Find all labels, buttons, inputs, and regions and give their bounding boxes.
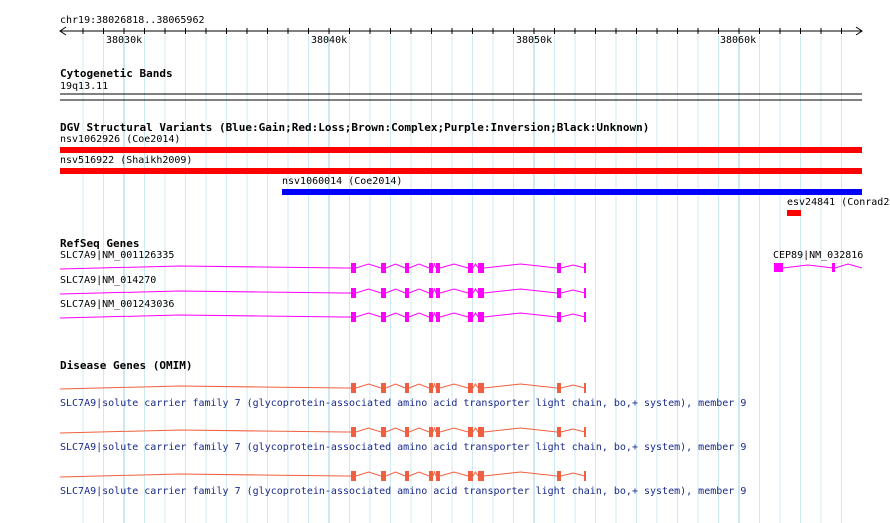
omim-label[interactable]: SLC7A9|solute carrier family 7 (glycopro…: [60, 442, 747, 453]
gene-model-nm-001126335[interactable]: [59, 262, 586, 273]
exon: [351, 471, 356, 481]
ruler-tick-label: 38060k: [720, 35, 757, 46]
exon: [478, 312, 484, 322]
dgv-track: [60, 147, 862, 216]
exon: [436, 288, 440, 298]
cytoband-track-title: Cytogenetic Bands: [60, 67, 173, 80]
exon: [436, 427, 440, 437]
cytoband-track: [60, 93, 862, 101]
ruler-tick-label: 38040k: [311, 35, 348, 46]
exon: [478, 427, 484, 437]
omim-label[interactable]: SLC7A9|solute carrier family 7 (glycopro…: [60, 486, 747, 497]
variant-bar-nsv1060014[interactable]: [282, 189, 862, 195]
exon: [436, 383, 440, 393]
exon: [557, 383, 561, 393]
exon: [478, 471, 484, 481]
exon: [405, 471, 409, 481]
exon: [429, 288, 433, 298]
exon: [557, 288, 561, 298]
exon: [429, 471, 433, 481]
exon: [429, 383, 433, 393]
cytoband-label[interactable]: 19q13.11: [60, 81, 109, 92]
exon: [557, 263, 561, 273]
exon: [381, 383, 386, 393]
variant-label[interactable]: nsv1062926 (Coe2014): [60, 134, 181, 145]
exon: [405, 263, 409, 273]
exon: [468, 312, 473, 322]
exon: [429, 427, 433, 437]
ruler-tick-label: 38050k: [516, 35, 553, 46]
exon: [468, 471, 473, 481]
exon: [351, 427, 356, 437]
refseq-track: [59, 262, 863, 322]
exon: [381, 312, 386, 322]
exon: [351, 288, 356, 298]
exon: [468, 383, 473, 393]
omim-model[interactable]: [59, 382, 586, 393]
exon: [351, 383, 356, 393]
exon: [351, 263, 356, 273]
exon: [381, 288, 386, 298]
gene-model-nm-032816[interactable]: [774, 263, 863, 272]
refseq-track-title: RefSeq Genes: [60, 237, 140, 250]
variant-bar-esv24841[interactable]: [787, 210, 801, 216]
exon: [381, 427, 386, 437]
gene-label[interactable]: CEP89|NM_032816: [773, 250, 864, 261]
variant-label[interactable]: nsv516922 (Shaikh2009): [60, 155, 193, 166]
exon: [351, 312, 356, 322]
gene-label[interactable]: SLC7A9|NM_014270: [60, 275, 157, 286]
exon: [478, 263, 484, 273]
ruler-tick-label: 38030k: [106, 35, 143, 46]
exon: [381, 471, 386, 481]
ruler: [59, 26, 863, 36]
exon: [381, 263, 386, 273]
exon: [405, 288, 409, 298]
exon: [478, 288, 484, 298]
exon: [557, 312, 561, 322]
exon: [557, 471, 561, 481]
exon: [557, 427, 561, 437]
exon: [405, 383, 409, 393]
variant-bar-nsv1062926[interactable]: [60, 147, 862, 153]
exon: [405, 312, 409, 322]
omim-label[interactable]: SLC7A9|solute carrier family 7 (glycopro…: [60, 398, 747, 409]
exon: [429, 312, 433, 322]
region-label: chr19:38026818..38065962: [60, 15, 205, 26]
gene-model-nm-001243036[interactable]: [59, 311, 586, 322]
exon: [468, 288, 473, 298]
gridlines: [82, 36, 842, 523]
exon: [436, 471, 440, 481]
omim-track-title: Disease Genes (OMIM): [60, 359, 193, 372]
variant-label[interactable]: nsv1060014 (Coe2014): [282, 176, 403, 187]
variant-label[interactable]: esv24841 (Conrad2010): [787, 197, 890, 208]
exon: [405, 427, 409, 437]
variant-bar-nsv516922[interactable]: [60, 168, 862, 174]
exon: [436, 312, 440, 322]
exon: [436, 263, 440, 273]
exon: [478, 383, 484, 393]
exon: [429, 263, 433, 273]
gene-model-nm-014270[interactable]: [59, 287, 586, 298]
exon: [468, 427, 473, 437]
omim-model[interactable]: [59, 426, 586, 437]
omim-track: [59, 382, 586, 481]
dgv-track-title: DGV Structural Variants (Blue:Gain;Red:L…: [60, 121, 650, 134]
exon: [468, 263, 473, 273]
omim-model[interactable]: [59, 470, 586, 481]
gene-label[interactable]: SLC7A9|NM_001126335: [60, 250, 175, 261]
gene-label[interactable]: SLC7A9|NM_001243036: [60, 299, 175, 310]
